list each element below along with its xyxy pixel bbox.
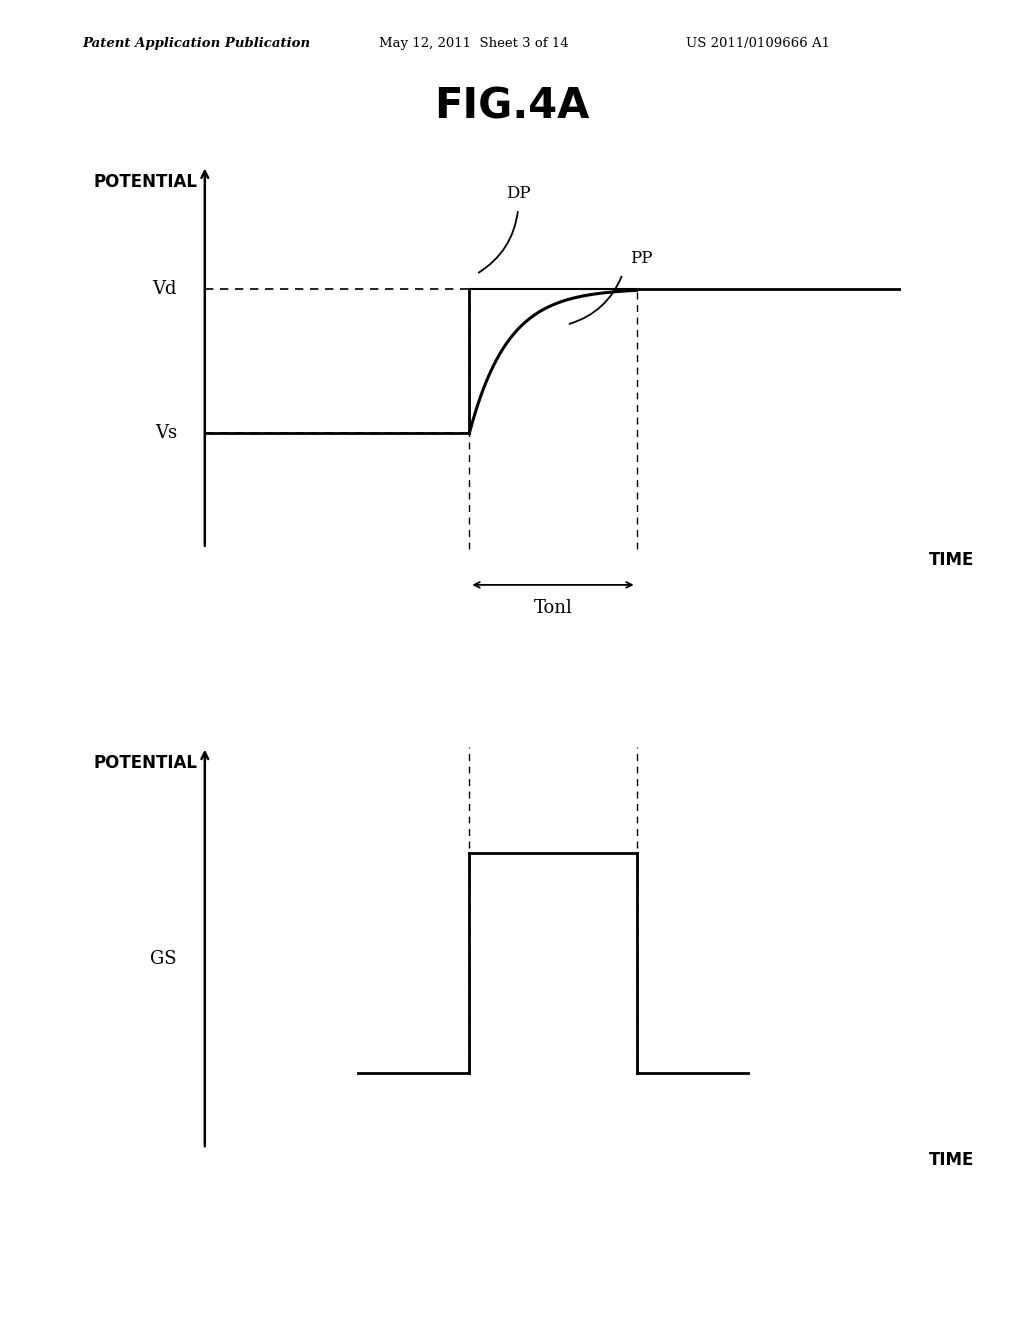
Text: Vs: Vs	[155, 424, 177, 442]
Text: GS: GS	[151, 950, 177, 969]
Text: PP: PP	[630, 249, 652, 267]
Text: Vd: Vd	[153, 280, 177, 297]
Text: May 12, 2011  Sheet 3 of 14: May 12, 2011 Sheet 3 of 14	[379, 37, 568, 50]
Text: POTENTIAL: POTENTIAL	[93, 755, 198, 772]
Text: Patent Application Publication: Patent Application Publication	[82, 37, 310, 50]
Text: DP: DP	[506, 185, 530, 202]
Text: TIME: TIME	[929, 1151, 975, 1170]
Text: POTENTIAL: POTENTIAL	[93, 173, 198, 191]
Text: FIG.4A: FIG.4A	[434, 86, 590, 128]
Text: TIME: TIME	[929, 550, 975, 569]
Text: Tonl: Tonl	[534, 599, 572, 618]
Text: US 2011/0109666 A1: US 2011/0109666 A1	[686, 37, 830, 50]
